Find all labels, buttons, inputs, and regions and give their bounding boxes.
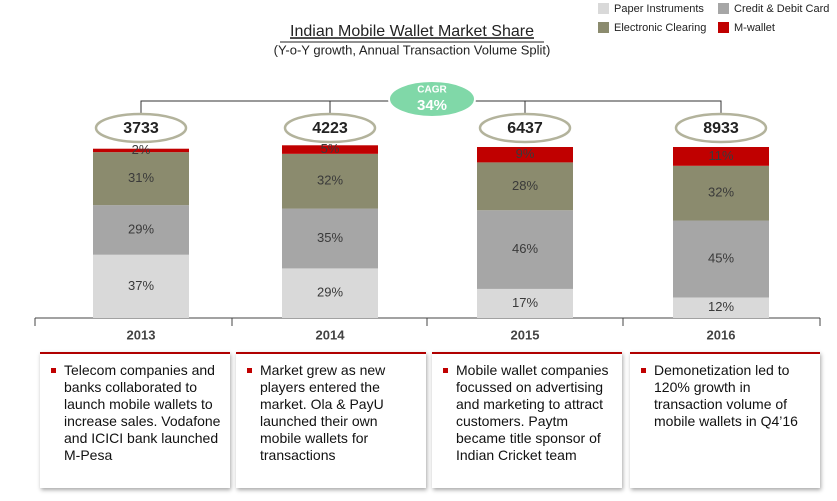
x-tick-label: 2015 xyxy=(511,327,540,342)
total-oval xyxy=(94,112,188,144)
cagr-value: 34% xyxy=(417,97,447,114)
value-label: 35% xyxy=(317,230,343,245)
total-label: 4223 xyxy=(312,120,348,137)
note-box: Telecom companies and banks collaborated… xyxy=(40,352,230,488)
value-label: 12% xyxy=(708,299,734,314)
chart-subtitle: (Y-o-Y growth, Annual Transaction Volume… xyxy=(274,42,551,57)
legend-swatch xyxy=(718,3,729,14)
value-label: 17% xyxy=(512,295,538,310)
bar-segment xyxy=(673,147,769,166)
bar-segment xyxy=(93,254,189,318)
value-label: 11% xyxy=(708,148,733,163)
x-tick-label: 2014 xyxy=(316,327,346,342)
value-label: 2% xyxy=(132,142,151,157)
x-tick-label: 2013 xyxy=(127,327,156,342)
value-label: 46% xyxy=(512,241,538,256)
note-box: Demonetization led to 120% growth in tra… xyxy=(630,352,820,488)
value-label: 9% xyxy=(516,146,535,161)
bar-segment xyxy=(673,297,769,318)
total-label: 6437 xyxy=(507,120,543,137)
x-tick-label: 2016 xyxy=(707,327,736,342)
value-label: 45% xyxy=(708,250,734,265)
bar-segment xyxy=(477,147,573,163)
value-label: 31% xyxy=(128,170,154,185)
value-label: 29% xyxy=(317,285,343,300)
legend-swatch xyxy=(598,3,609,14)
bar-segment xyxy=(282,208,378,269)
bar-segment xyxy=(673,220,769,298)
cagr-badge xyxy=(388,80,476,118)
cagr-label: CAGR xyxy=(417,85,447,96)
total-oval xyxy=(283,112,377,144)
bar-segment xyxy=(477,288,573,318)
total-oval xyxy=(674,112,768,144)
total-label: 8933 xyxy=(703,120,739,137)
note-box: Market grew as new players entered the m… xyxy=(236,352,426,488)
value-label: 29% xyxy=(128,221,154,236)
value-label: 5% xyxy=(321,141,340,156)
total-label: 3733 xyxy=(123,120,159,137)
bar-segment xyxy=(93,152,189,206)
value-label: 32% xyxy=(708,185,734,200)
bar-segment xyxy=(93,205,189,255)
note-box: Mobile wallet companies focussed on adve… xyxy=(432,352,622,488)
legend-swatch xyxy=(718,22,729,33)
bar-segment xyxy=(282,268,378,318)
chart-title: Indian Mobile Wallet Market Share xyxy=(290,23,534,40)
value-label: 28% xyxy=(512,178,538,193)
bar-segment xyxy=(673,165,769,221)
legend-label: M-wallet xyxy=(734,22,775,34)
legend-label: Paper Instruments xyxy=(614,3,704,15)
bar-segment xyxy=(282,153,378,209)
legend-label: Credit & Debit Card xyxy=(734,3,829,15)
bar-segment xyxy=(477,210,573,289)
value-label: 32% xyxy=(317,173,343,188)
bar-segment xyxy=(282,145,378,154)
bar-segment xyxy=(93,148,189,153)
total-oval xyxy=(478,112,572,144)
legend-swatch xyxy=(598,22,609,33)
category-dividers xyxy=(34,318,821,326)
legend-label: Electronic Clearing xyxy=(614,22,706,34)
value-label: 37% xyxy=(128,278,154,293)
bar-segment xyxy=(477,162,573,211)
